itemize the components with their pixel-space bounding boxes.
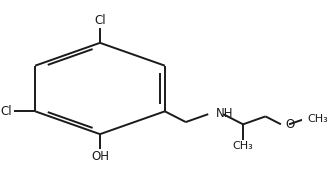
Text: Cl: Cl	[1, 105, 12, 118]
Text: O: O	[285, 118, 295, 131]
Text: OH: OH	[91, 150, 109, 163]
Text: CH₃: CH₃	[307, 114, 328, 124]
Text: NH: NH	[215, 107, 233, 120]
Text: Cl: Cl	[94, 14, 106, 27]
Text: CH₃: CH₃	[233, 141, 254, 151]
